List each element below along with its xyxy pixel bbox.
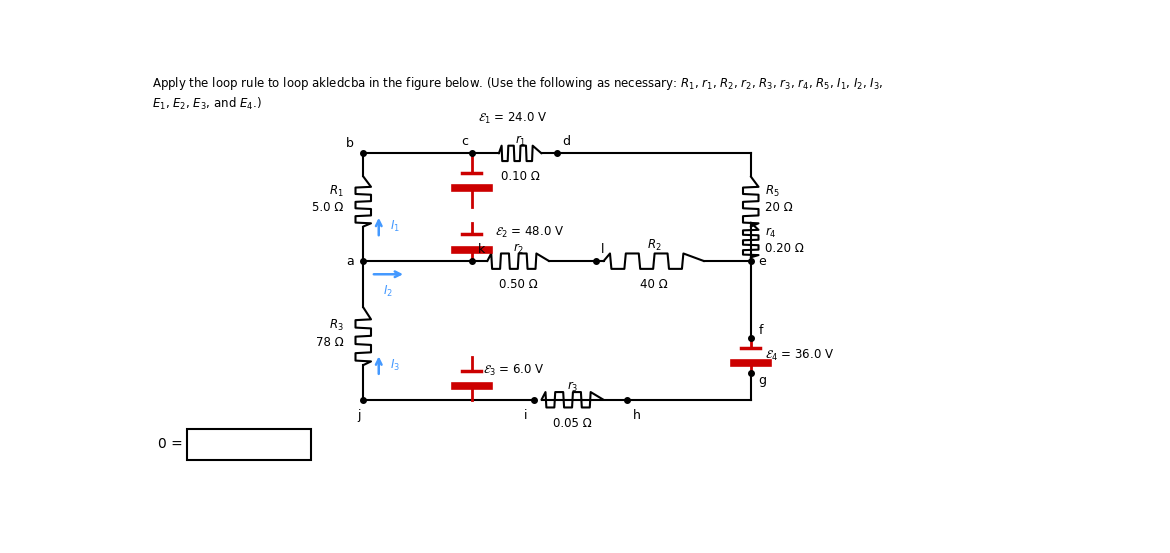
Text: h: h	[633, 409, 641, 422]
Text: k: k	[479, 243, 486, 256]
Text: f: f	[758, 324, 763, 337]
Text: $I_1$: $I_1$	[391, 219, 400, 234]
Text: j: j	[358, 409, 362, 422]
Text: $r_4$: $r_4$	[765, 226, 777, 240]
Text: $R_2$: $R_2$	[647, 238, 661, 253]
Text: $\mathcal{E}_3$ = 6.0 V: $\mathcal{E}_3$ = 6.0 V	[483, 363, 545, 378]
Text: 5.0 Ω: 5.0 Ω	[312, 201, 344, 214]
Text: 20 Ω: 20 Ω	[765, 201, 792, 214]
Text: 0 =: 0 =	[158, 437, 183, 451]
Text: $R_5$: $R_5$	[765, 184, 779, 199]
Text: $r_2$: $r_2$	[512, 242, 524, 256]
Text: $\mathcal{E}_2$ = 48.0 V: $\mathcal{E}_2$ = 48.0 V	[495, 225, 564, 240]
Text: c: c	[461, 135, 468, 148]
Text: 40 Ω: 40 Ω	[640, 278, 668, 291]
Text: 0.10 Ω: 0.10 Ω	[501, 170, 539, 183]
Text: g: g	[758, 374, 766, 387]
Text: $I_2$: $I_2$	[383, 284, 393, 299]
Text: Apply the loop rule to loop akledcba in the figure below. (Use the following as : Apply the loop rule to loop akledcba in …	[152, 75, 885, 92]
Text: d: d	[563, 135, 571, 148]
Text: 0.50 Ω: 0.50 Ω	[498, 278, 538, 291]
Text: i: i	[524, 409, 528, 422]
Text: 78 Ω: 78 Ω	[316, 336, 344, 348]
Text: $\mathcal{E}_1$ = 24.0 V: $\mathcal{E}_1$ = 24.0 V	[479, 111, 548, 126]
Text: e: e	[758, 255, 766, 268]
Text: 0.05 Ω: 0.05 Ω	[553, 417, 592, 430]
Text: l: l	[600, 243, 604, 256]
Text: $R_3$: $R_3$	[329, 319, 344, 333]
FancyBboxPatch shape	[186, 429, 310, 460]
Text: $\mathcal{E}_4$ = 36.0 V: $\mathcal{E}_4$ = 36.0 V	[765, 348, 834, 363]
Text: a: a	[346, 255, 355, 268]
Text: 0.20 Ω: 0.20 Ω	[765, 242, 804, 255]
Text: b: b	[346, 137, 355, 149]
Text: $r_1$: $r_1$	[515, 134, 525, 148]
Text: $r_3$: $r_3$	[566, 380, 578, 394]
Text: $R_1$: $R_1$	[329, 184, 344, 199]
Text: $I_3$: $I_3$	[391, 358, 400, 373]
Text: $E_1$, $E_2$, $E_3$, and $E_4$.): $E_1$, $E_2$, $E_3$, and $E_4$.)	[152, 96, 262, 112]
